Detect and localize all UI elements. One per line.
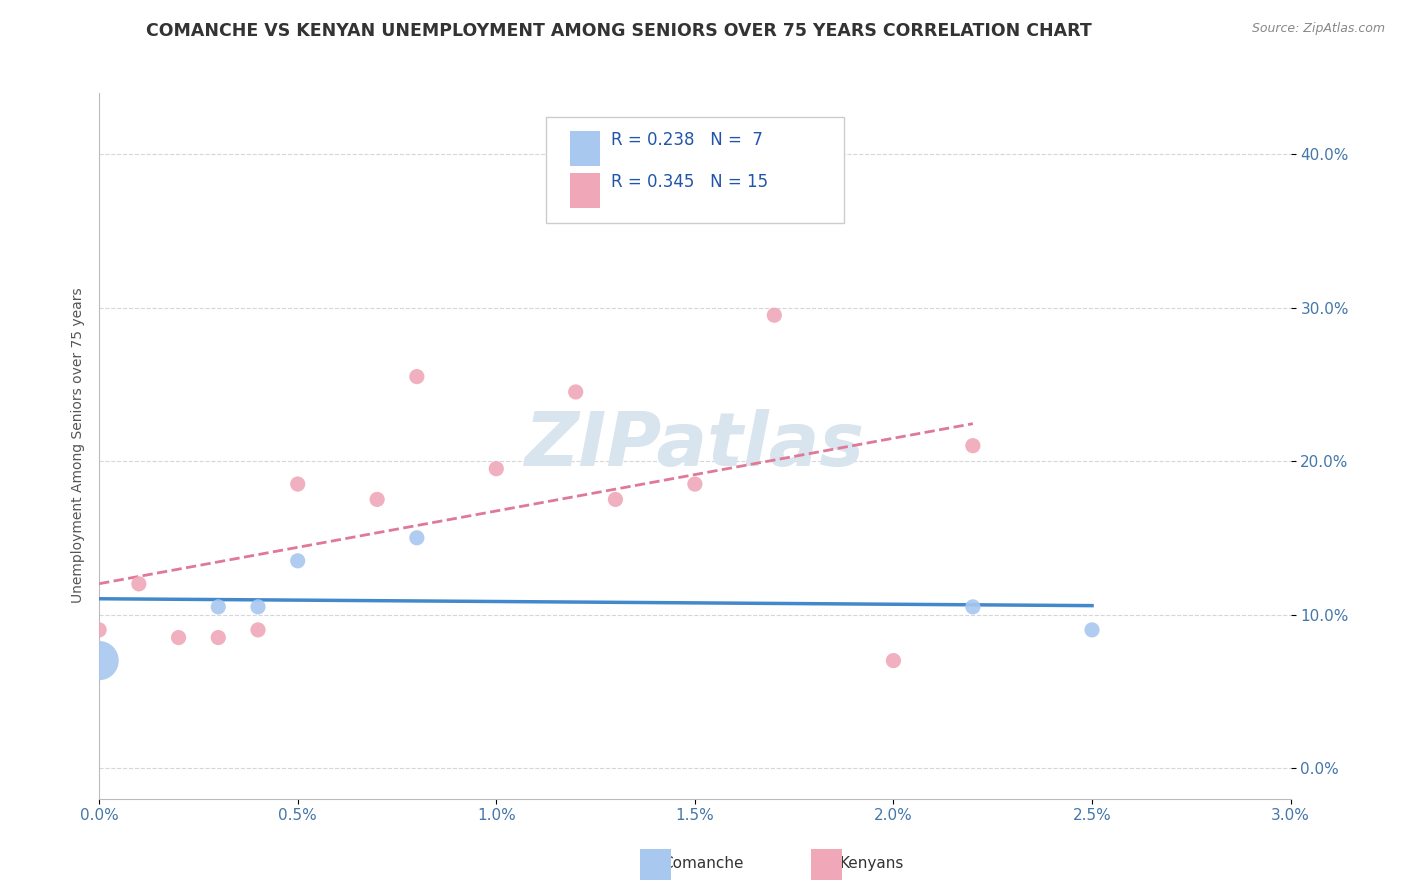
Point	[962, 599, 984, 614]
Point	[207, 599, 229, 614]
Point	[683, 477, 706, 491]
Point	[405, 531, 427, 545]
Point	[605, 492, 627, 507]
FancyBboxPatch shape	[546, 118, 844, 223]
FancyBboxPatch shape	[569, 173, 599, 209]
Point	[564, 384, 586, 399]
Point	[207, 631, 229, 645]
Point	[1081, 623, 1104, 637]
Point	[962, 439, 984, 453]
Text: R = 0.238   N =  7: R = 0.238 N = 7	[612, 131, 763, 149]
Point	[366, 492, 388, 507]
Point	[246, 623, 269, 637]
Point	[763, 308, 786, 322]
Point	[287, 554, 309, 568]
Point	[405, 369, 427, 384]
Point	[89, 654, 111, 668]
Point	[485, 461, 508, 475]
Point	[167, 631, 190, 645]
Text: COMANCHE VS KENYAN UNEMPLOYMENT AMONG SENIORS OVER 75 YEARS CORRELATION CHART: COMANCHE VS KENYAN UNEMPLOYMENT AMONG SE…	[146, 22, 1091, 40]
Point	[287, 477, 309, 491]
Y-axis label: Unemployment Among Seniors over 75 years: Unemployment Among Seniors over 75 years	[72, 288, 86, 604]
Text: Kenyans: Kenyans	[839, 856, 904, 871]
Text: Source: ZipAtlas.com: Source: ZipAtlas.com	[1251, 22, 1385, 36]
Point	[882, 654, 904, 668]
Point	[89, 623, 111, 637]
Text: ZIPatlas: ZIPatlas	[524, 409, 865, 483]
Point	[246, 599, 269, 614]
Text: Comanche: Comanche	[662, 856, 744, 871]
Text: R = 0.345   N = 15: R = 0.345 N = 15	[612, 173, 769, 191]
Point	[128, 577, 150, 591]
FancyBboxPatch shape	[569, 131, 599, 166]
